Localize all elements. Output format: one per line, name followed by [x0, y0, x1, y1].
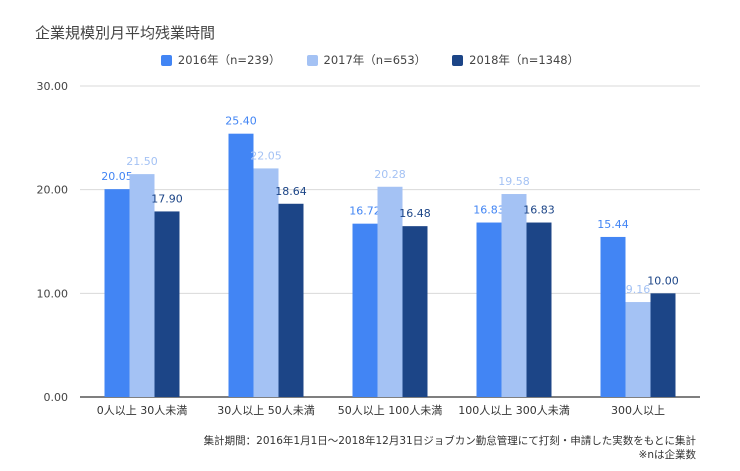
chart-title: 企業規模別月平均残業時間	[35, 24, 216, 42]
y-tick-label: 20.00	[37, 184, 69, 197]
bar	[377, 186, 403, 397]
data-label: 9.16	[626, 283, 651, 296]
bar	[526, 222, 552, 397]
data-label: 10.00	[647, 274, 679, 287]
legend-item-2017: 2017年（n=653）	[306, 52, 427, 68]
data-label: 17.90	[151, 192, 183, 205]
bar	[600, 236, 626, 397]
bar	[129, 174, 155, 397]
bar	[253, 168, 279, 397]
data-label: 25.40	[225, 115, 257, 128]
footnote-period: 集計期間：2016年1月1日〜2018年12月31日ジョブカン勤怠管理にて打刻・…	[203, 435, 696, 447]
data-label: 16.48	[399, 207, 431, 220]
data-label: 15.44	[597, 218, 629, 231]
data-label: 18.64	[275, 185, 307, 198]
data-label: 21.50	[126, 155, 158, 168]
data-label: 16.83	[523, 204, 555, 217]
y-tick-label: 0.00	[44, 391, 69, 404]
bar	[501, 194, 527, 397]
data-label: 20.05	[101, 170, 133, 183]
bar	[154, 211, 180, 397]
legend-label-2017: 2017年（n=653）	[323, 53, 427, 67]
x-tick-label: 100人以上 300人未満	[458, 404, 570, 417]
data-label: 20.28	[374, 168, 406, 181]
legend: 2016年（n=239） 2017年（n=653） 2018年（n=1348）	[0, 52, 740, 68]
data-label: 19.58	[498, 175, 530, 188]
legend-swatch-2017	[306, 54, 318, 66]
data-label: 22.05	[250, 149, 282, 162]
x-tick-label: 30人以上 50人未満	[217, 404, 315, 417]
y-tick-label: 10.00	[37, 287, 69, 300]
legend-label-2016: 2016年（n=239）	[177, 53, 281, 67]
data-label: 16.83	[473, 204, 505, 217]
legend-item-2016: 2016年（n=239）	[160, 52, 281, 68]
x-tick-label: 0人以上 30人未満	[97, 404, 188, 417]
bar	[278, 203, 304, 397]
data-label: 16.72	[349, 205, 381, 218]
bar	[228, 133, 254, 398]
legend-swatch-2018	[452, 54, 464, 66]
legend-swatch-2016	[160, 54, 172, 66]
bar	[476, 222, 502, 397]
y-tick-label: 30.00	[37, 80, 69, 93]
legend-label-2018: 2018年（n=1348）	[469, 53, 580, 67]
bar	[650, 293, 676, 397]
bar	[352, 223, 378, 397]
legend-item-2018: 2018年（n=1348）	[452, 52, 579, 68]
footnote-note: ※nは企業数	[638, 449, 696, 461]
footnote: 集計期間：2016年1月1日〜2018年12月31日ジョブカン勤怠管理にて打刻・…	[204, 434, 696, 462]
bar	[104, 189, 130, 397]
bar	[402, 226, 428, 397]
bar	[625, 302, 651, 397]
x-tick-label: 300人以上	[611, 404, 665, 417]
x-tick-label: 50人以上 100人未満	[338, 404, 443, 417]
